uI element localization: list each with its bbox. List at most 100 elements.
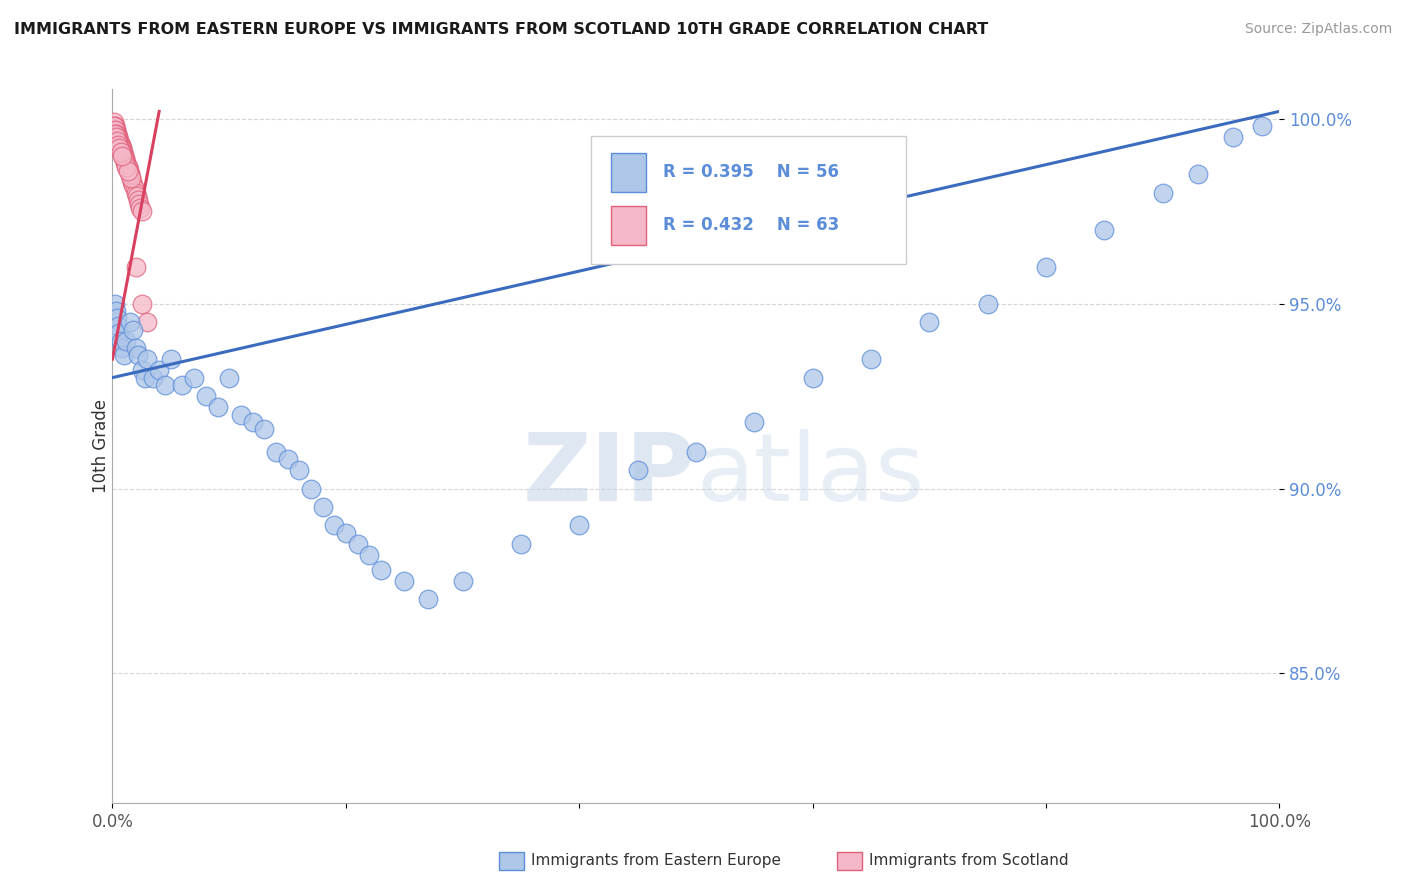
Point (104, 130, 127, 145)
Point (108, 137, 131, 152)
Point (112, 153, 135, 167)
Point (105, 130, 128, 145)
Text: IMMIGRANTS FROM EASTERN EUROPE VS IMMIGRANTS FROM SCOTLAND 10TH GRADE CORRELATIO: IMMIGRANTS FROM EASTERN EUROPE VS IMMIGR… (14, 22, 988, 37)
Point (104, 127, 127, 141)
Point (110, 137, 132, 152)
Point (323, 518, 346, 533)
Point (112, 149, 135, 163)
Point (685, 444, 707, 458)
Point (627, 463, 650, 477)
Point (104, 304, 127, 318)
Point (104, 127, 127, 141)
Point (111, 141, 134, 155)
Point (107, 130, 129, 145)
Point (118, 167, 141, 181)
Point (125, 260, 148, 274)
Point (118, 315, 141, 329)
Bar (610, 153, 645, 192)
Point (108, 326, 131, 341)
Point (451, 574, 474, 588)
Point (1035, 260, 1057, 274)
Point (111, 149, 134, 163)
Point (183, 370, 205, 384)
Point (110, 334, 132, 348)
Point (103, 119, 125, 133)
Point (194, 389, 217, 403)
Point (299, 482, 322, 496)
Point (107, 130, 129, 145)
Point (742, 415, 765, 429)
Text: Immigrants from Scotland: Immigrants from Scotland (869, 854, 1069, 868)
Point (120, 170, 142, 185)
Point (114, 156, 136, 170)
Point (105, 127, 128, 141)
Point (359, 548, 381, 562)
Point (125, 186, 148, 200)
Point (276, 452, 298, 467)
Point (131, 363, 153, 377)
Point (801, 370, 824, 384)
Point (111, 149, 134, 163)
Point (107, 134, 129, 148)
Point (311, 500, 333, 514)
Text: ZIP: ZIP (523, 428, 696, 521)
Point (118, 163, 141, 178)
Point (346, 537, 368, 551)
Point (1187, 167, 1209, 181)
Point (1251, 119, 1274, 133)
Point (107, 318, 129, 333)
Point (118, 163, 141, 178)
Point (108, 141, 131, 155)
Point (129, 201, 152, 215)
Point (115, 334, 138, 348)
Point (104, 119, 127, 133)
Point (288, 463, 311, 477)
Point (105, 127, 128, 141)
Point (117, 160, 139, 174)
Point (111, 145, 134, 159)
Point (112, 149, 135, 163)
Point (103, 115, 125, 129)
Point (509, 537, 531, 551)
FancyBboxPatch shape (591, 136, 905, 264)
Point (136, 315, 159, 329)
Point (107, 137, 129, 152)
Point (104, 123, 127, 137)
Point (125, 341, 148, 355)
Point (335, 525, 357, 540)
Point (153, 378, 176, 392)
Point (114, 153, 136, 167)
Point (117, 163, 139, 178)
Point (111, 341, 134, 355)
Text: R = 0.395    N = 56: R = 0.395 N = 56 (664, 163, 839, 181)
Point (115, 156, 138, 170)
Text: Source: ZipAtlas.com: Source: ZipAtlas.com (1244, 22, 1392, 37)
Point (105, 134, 128, 148)
Point (229, 408, 252, 422)
Point (416, 592, 439, 607)
Point (114, 153, 136, 167)
Point (127, 193, 149, 207)
Point (128, 196, 150, 211)
Bar (610, 205, 645, 244)
Point (117, 160, 139, 174)
Point (118, 167, 141, 181)
Point (172, 378, 194, 392)
Point (127, 348, 149, 362)
Point (111, 141, 134, 155)
Text: Immigrants from Eastern Europe: Immigrants from Eastern Europe (531, 854, 782, 868)
Point (104, 123, 127, 137)
Point (859, 352, 883, 367)
Point (104, 123, 127, 137)
Point (105, 311, 128, 326)
Point (122, 322, 145, 336)
Point (108, 134, 131, 148)
Text: R = 0.432    N = 63: R = 0.432 N = 63 (664, 216, 839, 234)
Point (131, 296, 153, 310)
Point (121, 175, 143, 189)
Text: atlas: atlas (696, 428, 924, 521)
Point (111, 145, 134, 159)
Point (148, 363, 170, 377)
Point (264, 444, 287, 458)
Point (370, 563, 392, 577)
